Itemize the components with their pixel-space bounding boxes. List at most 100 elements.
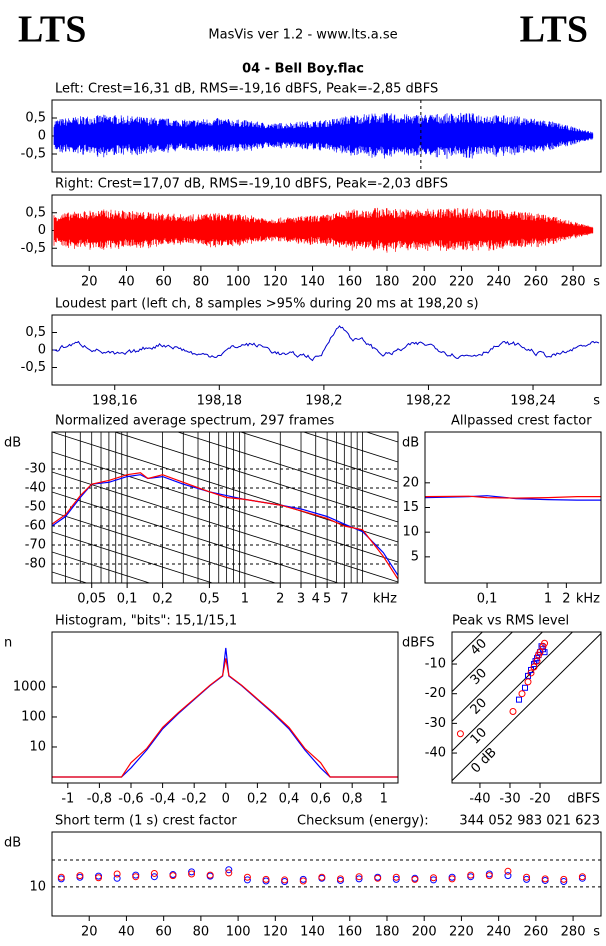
y-tick-label: 10 [29,879,46,894]
slope-line [52,612,398,722]
x-tick-label: 220 [449,275,474,290]
point [188,870,196,878]
x-tick-label: 5 [323,592,331,607]
x-tick-label: 0 [222,792,230,807]
y-tick-label: -40 [25,481,46,496]
point [456,730,464,738]
point [150,873,158,881]
x-tick-label: 0,8 [342,792,363,807]
point [523,873,531,881]
y-tick-label: -20 [425,686,446,701]
y-tick-label: 0,5 [25,111,46,126]
x-tick-label: -0,4 [150,792,175,807]
point [518,690,526,698]
y-tick-label: 15 [402,500,419,515]
x-tick-label: 200 [412,925,437,940]
x-tick-label: 198,24 [510,394,556,409]
chart-title: Left: Crest=16,31 dB, RMS=-19,16 dBFS, P… [55,82,438,97]
point [448,875,456,883]
app-title: MasVis ver 1.2 - www.lts.a.se [208,28,397,43]
x-tick-label: 140 [300,275,325,290]
crest-line [452,632,484,663]
x-tick-label: 80 [193,275,210,290]
y-tick-label: -40 [425,746,446,761]
chart-title: Histogram, "bits": 15,1/15,1 [55,614,237,629]
plot-frame [451,631,602,784]
point [530,663,538,671]
x-tick-label: 1 [544,592,552,607]
point [95,874,103,882]
x-tick-label: 200 [412,275,437,290]
slope-line [52,491,340,583]
x-tick-label: 0,4 [279,792,300,807]
x-unit: s [593,925,600,940]
crest-line [452,633,601,781]
checksum-value: 344 052 983 021 623 [459,814,600,829]
point [578,873,586,881]
plot-frame [51,314,602,386]
waveform-trace [53,325,600,362]
x-tick-label: 198,22 [406,394,452,409]
x-tick-label: 0,2 [247,792,268,807]
crest-line-label: 0 dB [468,745,500,777]
y-unit: dBFS [402,636,435,651]
y-tick-label: -30 [25,462,46,477]
x-tick-label: 80 [193,925,210,940]
x-tick-label: 0,6 [310,792,331,807]
plot-frame [51,194,602,267]
series-line [52,474,398,576]
point [57,873,65,881]
plot-frame [51,99,602,173]
slope-line [113,432,398,523]
series-line [52,658,398,778]
chart-title: Peak vs RMS level [452,614,569,629]
x-tick-label: 280 [561,275,586,290]
crest-line [452,632,514,692]
crest-line-label: 30 [468,666,490,688]
x-tick-label: 280 [561,925,586,940]
x-tick-label: 3 [297,592,305,607]
point [535,651,543,659]
x-tick-label: 198,2 [305,394,342,409]
point [374,874,382,882]
x-tick-label: 0,05 [77,592,106,607]
plot-frame [51,431,399,584]
x-tick-label: 60 [155,925,172,940]
x-tick-label: 20 [81,275,98,290]
x-tick-label: 220 [449,925,474,940]
point [355,873,363,881]
x-tick-label: 198,18 [197,394,243,409]
x-tick-label: 120 [263,275,288,290]
x-tick-label: 140 [300,925,325,940]
point [560,875,568,883]
series-line [425,495,601,499]
point [560,878,568,886]
point [467,871,475,879]
slope-line [52,511,277,583]
slope-line [239,432,398,483]
point [523,875,531,883]
point [541,649,548,656]
y-tick-label: -60 [25,519,46,534]
x-tick-label: 20 [81,925,98,940]
x-unit: s [593,275,600,290]
x-tick-label: 40 [118,275,135,290]
point [132,873,140,881]
slope-line [52,551,151,583]
y-tick-label: -70 [25,538,46,553]
x-tick-label: 0,1 [117,592,138,607]
point [515,696,522,703]
x-tick-label: 0,1 [477,592,498,607]
y-unit: n [4,636,12,651]
crest-line [452,632,544,722]
point [188,868,196,876]
y-tick-label: 0,5 [25,325,46,340]
point [541,875,549,883]
x-tick-label: 120 [263,925,288,940]
point [225,866,233,874]
y-tick-label: 10 [402,525,419,540]
x-tick-label: 180 [375,925,400,940]
chart-title: Loudest part (left ch, 8 samples >95% du… [55,297,479,312]
y-tick-label: 0 [38,343,46,358]
y-unit: dB [4,436,21,451]
